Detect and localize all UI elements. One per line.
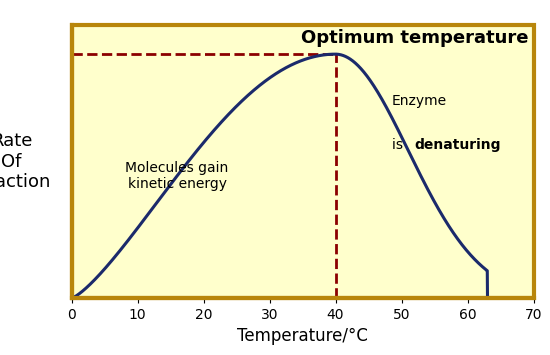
- Text: Optimum temperature: Optimum temperature: [301, 29, 529, 47]
- Text: Enzyme: Enzyme: [392, 94, 447, 108]
- Text: denaturing: denaturing: [415, 138, 501, 152]
- Text: Molecules gain
kinetic energy: Molecules gain kinetic energy: [125, 161, 229, 191]
- Bar: [72, 25, 534, 298]
- Text: Rate
Of
Reaction: Rate Of Reaction: [0, 132, 51, 191]
- X-axis label: Temperature/°C: Temperature/°C: [237, 327, 368, 345]
- Text: is: is: [392, 138, 407, 152]
